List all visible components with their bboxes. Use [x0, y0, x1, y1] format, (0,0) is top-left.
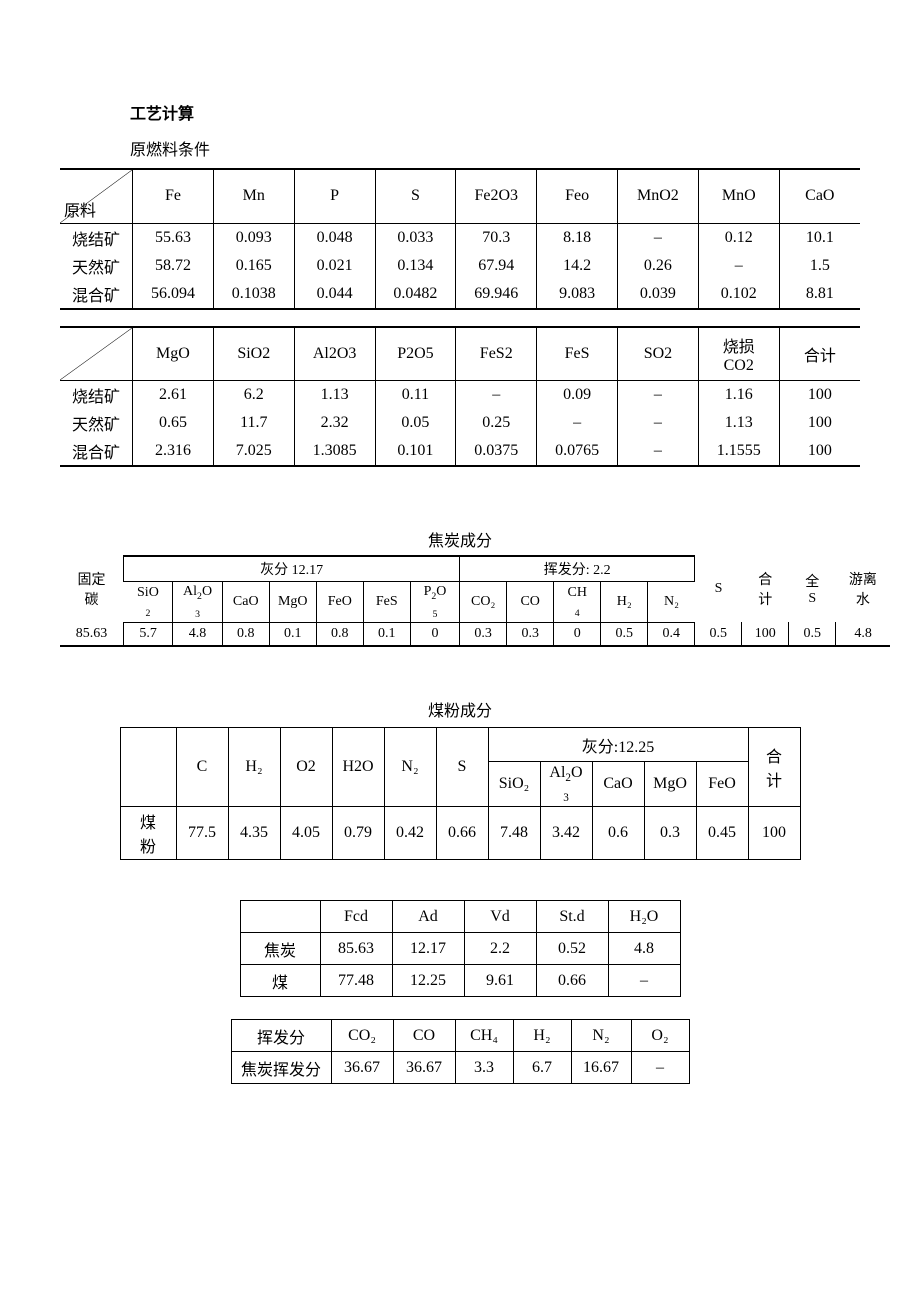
t3-h: H₂: [228, 728, 280, 807]
table-row: 混合矿 2.3167.0251.30850.1010.03750.0765–1.…: [60, 437, 860, 466]
t4-col: Ad: [392, 901, 464, 933]
t1-row-label: 混合矿: [60, 437, 133, 466]
t1-row-label: 天然矿: [60, 252, 133, 280]
page-title: 工艺计算: [130, 100, 860, 124]
t2-h: 合计: [742, 556, 789, 622]
table-row: 混合矿 56.0940.10380.0440.048269.9469.0830.…: [60, 280, 860, 309]
coke-caption: 焦炭成分: [60, 527, 860, 551]
t2-h: S: [695, 556, 742, 622]
t5-header-label: 挥发分: [231, 1020, 331, 1052]
t3-h: S: [436, 728, 488, 807]
t1a-col: S: [375, 169, 456, 223]
t5-col: N₂: [571, 1020, 631, 1052]
t2-h: 全S: [789, 556, 836, 622]
table-row: 焦炭挥发分 36.67 36.67 3.3 6.7 16.67 –: [231, 1052, 689, 1084]
t2-fixed-carbon-header: 固定碳: [60, 556, 123, 622]
raw-materials-table: 原料 Fe Mn P S Fe2O3 Feo MnO2 MnO CaO 烧结矿 …: [60, 168, 860, 467]
t3-h: FeO: [696, 762, 748, 807]
t1a-col: Feo: [537, 169, 618, 223]
t1b-col: FeS2: [456, 327, 537, 381]
t5-col: O₂: [631, 1020, 689, 1052]
table-row: 煤粉 77.5 4.35 4.05 0.79 0.42 0.66 7.48 3.…: [120, 807, 800, 860]
t1a-col: P: [294, 169, 375, 223]
t1-row-label: 天然矿: [60, 409, 133, 437]
t4-row-label: 煤: [240, 965, 320, 997]
t4-col: H₂O: [608, 901, 680, 933]
t2-h: N₂: [648, 582, 695, 623]
t2-h: H₂: [601, 582, 648, 623]
t5-row-label: 焦炭挥发分: [231, 1052, 331, 1084]
table-row: 烧结矿 2.616.21.130.11–0.09–1.16100: [60, 381, 860, 410]
t3-h: 合计: [748, 728, 800, 807]
t3-h: H2O: [332, 728, 384, 807]
t1-row-label: 烧结矿: [60, 381, 133, 410]
volatile-table: 挥发分 CO₂ CO CH₄ H₂ N₂ O₂ 焦炭挥发分 36.67 36.6…: [231, 1019, 690, 1084]
t2-h: FeO: [316, 582, 363, 623]
t2-vol-group: 挥发分: 2.2: [460, 556, 695, 582]
table-row: 煤 77.4812.259.610.66–: [240, 965, 680, 997]
table-row: 天然矿 0.6511.72.320.050.25––1.13100: [60, 409, 860, 437]
t3-h: C: [176, 728, 228, 807]
section-subtitle: 原燃料条件: [130, 136, 860, 160]
t1a-col: Fe2O3: [456, 169, 537, 223]
t1a-col: MnO: [698, 169, 779, 223]
t1b-col: P2O5: [375, 327, 456, 381]
table-row: 焦炭 85.6312.172.20.524.8: [240, 933, 680, 965]
t1a-col: Fe: [133, 169, 214, 223]
t1b-col: SO2: [618, 327, 699, 381]
t3-h: O2: [280, 728, 332, 807]
t2-h: P2O5: [410, 582, 459, 623]
t1b-col: SiO2: [213, 327, 294, 381]
table-row: 天然矿 58.720.1650.0210.13467.9414.20.26–1.…: [60, 252, 860, 280]
t1b-col: 烧损CO2: [698, 327, 779, 381]
t3-h: N₂: [384, 728, 436, 807]
t2-h: MgO: [269, 582, 316, 623]
t1b-col: MgO: [133, 327, 214, 381]
t3-ash-group: 灰分:12.25: [488, 728, 748, 762]
coke-composition-table: 固定碳 灰分 12.17 挥发分: 2.2 S 合计 全S 游离水 SiO2 A…: [60, 555, 890, 647]
coal-composition-table: C H₂ O2 H2O N₂ S 灰分:12.25 合计 SiO₂ Al2O3 …: [120, 727, 801, 860]
summary-table: Fcd Ad Vd St.d H₂O 焦炭 85.6312.172.20.524…: [240, 900, 681, 997]
t1a-col: MnO2: [618, 169, 699, 223]
t2-h: CO: [507, 582, 554, 623]
t1a-col: CaO: [779, 169, 860, 223]
t2-h: SiO2: [123, 582, 172, 623]
t2-h: CH4: [554, 582, 601, 623]
t5-col: CH₄: [455, 1020, 513, 1052]
t1-row-label: 混合矿: [60, 280, 133, 309]
t2-h: CaO: [222, 582, 269, 623]
t4-row-label: 焦炭: [240, 933, 320, 965]
t2-h: Al2O3: [173, 582, 222, 623]
t1b-col: FeS: [537, 327, 618, 381]
t3-h: SiO₂: [488, 762, 540, 807]
t1b-col: 合计: [779, 327, 860, 381]
t3-h: CaO: [592, 762, 644, 807]
t4-col: Vd: [464, 901, 536, 933]
t5-col: H₂: [513, 1020, 571, 1052]
t4-col: Fcd: [320, 901, 392, 933]
t5-col: CO: [393, 1020, 455, 1052]
table-row: 85.63 5.7 4.8 0.8 0.1 0.8 0.1 0 0.3 0.3 …: [60, 622, 890, 646]
t3-h: Al2O3: [540, 762, 592, 807]
t3-row-label: 煤粉: [120, 807, 176, 860]
t2-h: CO₂: [460, 582, 507, 623]
t2-h: FeS: [363, 582, 410, 623]
t1-row-label: 烧结矿: [60, 223, 133, 252]
t1-corner-label: 原料: [64, 197, 96, 221]
t5-col: CO₂: [331, 1020, 393, 1052]
t4-col: St.d: [536, 901, 608, 933]
t1b-col: Al2O3: [294, 327, 375, 381]
t2-h: 游离水: [836, 556, 890, 622]
table-row: 烧结矿 55.630.0930.0480.03370.38.18–0.1210.…: [60, 223, 860, 252]
coal-caption: 煤粉成分: [60, 697, 860, 721]
t3-h: MgO: [644, 762, 696, 807]
t2-ash-group: 灰分 12.17: [123, 556, 459, 582]
t1a-col: Mn: [213, 169, 294, 223]
